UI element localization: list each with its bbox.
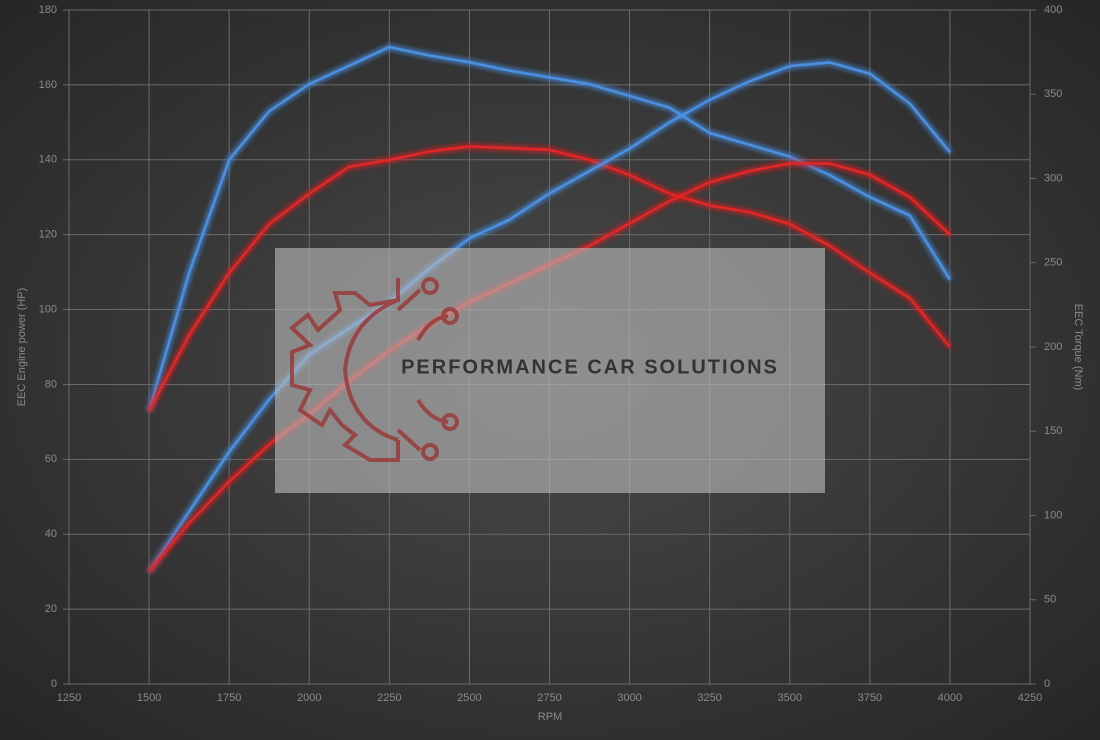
x-tick-label: 1250: [57, 692, 81, 704]
y-tick-label: 60: [45, 453, 57, 465]
y2-tick-label: 50: [1044, 594, 1056, 606]
x-tick-label: 2250: [377, 692, 401, 704]
y2-tick-label: 250: [1044, 257, 1062, 269]
series-line: [147, 145, 951, 412]
x-tick-label: 1750: [217, 692, 241, 704]
x-tick-label: 3250: [697, 692, 721, 704]
y2-tick-label: 400: [1044, 4, 1062, 16]
y-tick-label: 40: [45, 528, 57, 540]
y-axis-label: EEC Engine power (HP): [16, 288, 28, 407]
y-tick-label: 100: [39, 303, 57, 315]
x-tick-label: 3000: [617, 692, 641, 704]
watermark-text: PERFORMANCE CAR SOLUTIONS: [401, 356, 779, 378]
y-tick-label: 120: [39, 229, 57, 241]
watermark-box: [275, 248, 825, 493]
y2-tick-label: 350: [1044, 88, 1062, 100]
y2-tick-label: 300: [1044, 172, 1062, 184]
x-tick-label: 3500: [778, 692, 802, 704]
x-tick-label: 2500: [457, 692, 481, 704]
y-tick-label: 140: [39, 154, 57, 166]
y-tick-label: 20: [45, 603, 57, 615]
x-tick-label: 2750: [537, 692, 561, 704]
y2-tick-label: 100: [1044, 509, 1062, 521]
y-tick-label: 160: [39, 79, 57, 91]
x-axis-label: RPM: [538, 711, 562, 723]
x-tick-label: 4250: [1018, 692, 1042, 704]
x-tick-label: 3750: [858, 692, 882, 704]
x-tick-label: 2000: [297, 692, 321, 704]
y2-tick-label: 200: [1044, 341, 1062, 353]
x-tick-label: 1500: [137, 692, 161, 704]
x-tick-label: 4000: [938, 692, 962, 704]
y-tick-label: 180: [39, 4, 57, 16]
y2-axis-label: EEC Torque (Nm): [1072, 304, 1084, 391]
logo: [288, 277, 459, 462]
series-line: [147, 45, 951, 412]
y2-tick-label: 0: [1044, 678, 1050, 690]
y-tick-label: 80: [45, 378, 57, 390]
watermark: PERFORMANCE CAR SOLUTIONS: [275, 248, 825, 493]
y-tick-label: 0: [51, 678, 57, 690]
y2-tick-label: 150: [1044, 425, 1062, 437]
